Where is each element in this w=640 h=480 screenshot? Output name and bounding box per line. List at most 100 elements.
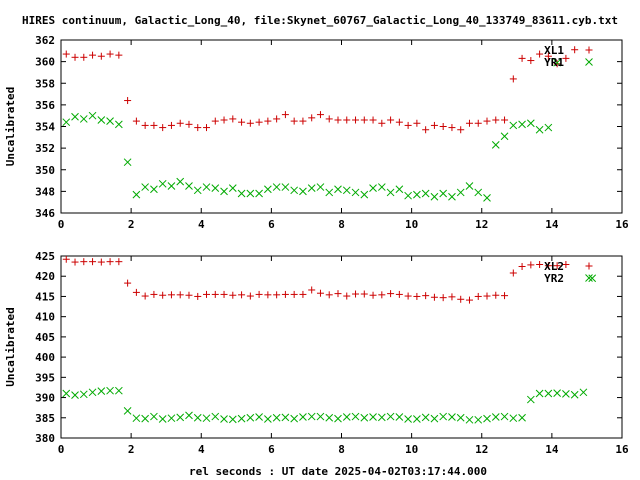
data-point (562, 54, 570, 62)
data-point (404, 191, 412, 200)
data-point (115, 51, 123, 59)
data-point (413, 292, 421, 300)
data-point (457, 126, 465, 134)
data-point (299, 117, 307, 125)
data-point (422, 126, 430, 134)
data-point (246, 189, 255, 198)
x-tick-label: 8 (338, 443, 345, 456)
data-point (193, 413, 202, 422)
data-point (88, 111, 97, 120)
data-point (158, 415, 167, 423)
data-point (483, 194, 491, 202)
data-point (316, 412, 325, 421)
data-point (229, 291, 237, 299)
data-point (570, 390, 579, 399)
data-point (448, 293, 456, 301)
data-point (176, 291, 184, 299)
data-point (378, 119, 386, 127)
data-point (299, 187, 307, 196)
data-point (334, 290, 342, 298)
data-point (299, 413, 307, 421)
data-point (430, 121, 438, 129)
legend-marker (585, 274, 593, 282)
data-point (124, 97, 132, 105)
data-point (97, 116, 106, 124)
data-point (106, 117, 114, 125)
data-point (483, 292, 491, 300)
data-point (387, 290, 395, 298)
legend-label: YR2 (544, 272, 564, 285)
data-point (255, 118, 263, 126)
data-point (465, 415, 474, 424)
data-point (308, 114, 316, 122)
data-point (509, 269, 517, 277)
data-point (79, 390, 88, 399)
data-point (544, 123, 553, 132)
data-point (553, 60, 561, 68)
x-tick-label: 8 (338, 218, 345, 231)
data-point (141, 414, 150, 423)
data-point (527, 261, 535, 269)
data-point (544, 262, 552, 270)
data-point (343, 292, 351, 300)
data-point (272, 413, 281, 422)
legend-label: YR1 (544, 56, 564, 69)
data-point (369, 184, 377, 192)
data-point (579, 388, 588, 397)
data-point (194, 124, 202, 132)
data-point (132, 288, 140, 296)
panel-top: 0 2 4 6 8 10 12 14 16 346 348 350 352 354 356 358 360 362… (4, 34, 629, 231)
data-point (386, 188, 395, 197)
data-point (290, 414, 299, 423)
data-point (307, 412, 316, 421)
data-point (526, 119, 535, 128)
data-point (562, 390, 570, 398)
data-point (343, 116, 351, 124)
data-point (518, 54, 526, 62)
data-point (535, 389, 544, 398)
data-point (185, 411, 193, 420)
data-point (167, 414, 176, 423)
data-point (553, 58, 561, 67)
data-point (465, 119, 473, 127)
data-point (509, 75, 517, 83)
data-point (518, 413, 526, 422)
data-point (316, 289, 324, 297)
data-point (185, 120, 193, 128)
data-point (97, 387, 106, 395)
data-point (62, 118, 71, 127)
data-point (114, 386, 123, 395)
data-point (395, 290, 403, 298)
data-point (395, 413, 404, 421)
legend-marker (585, 262, 593, 270)
data-point (501, 292, 509, 300)
data-point (264, 415, 272, 423)
data-point (474, 415, 483, 424)
data-point (325, 115, 333, 123)
x-tick-label: 2 (128, 443, 135, 456)
data-point (465, 296, 473, 304)
data-point (439, 294, 447, 302)
data-point (203, 290, 211, 298)
data-point (430, 414, 439, 423)
panel-bottom: 0 2 4 6 8 10 12 14 16 380 385 390 395 400 405 410 415 420… (4, 250, 629, 456)
data-point (202, 414, 211, 423)
data-point (272, 183, 281, 191)
data-point (176, 177, 185, 186)
data-point (474, 292, 482, 300)
data-point (342, 186, 351, 195)
data-point (71, 53, 79, 61)
data-point (334, 116, 342, 124)
data-point (176, 413, 185, 422)
y-tick-label: 390 (35, 392, 55, 405)
data-point (115, 258, 123, 266)
data-point (281, 111, 289, 119)
data-point (413, 190, 421, 199)
y-tick-label: 356 (35, 99, 55, 112)
legend-marker (585, 58, 593, 66)
data-point (483, 414, 491, 423)
data-point (421, 189, 430, 198)
data-point (281, 413, 290, 422)
y-axis-label: Uncalibrated (4, 87, 17, 166)
data-point (167, 121, 175, 129)
